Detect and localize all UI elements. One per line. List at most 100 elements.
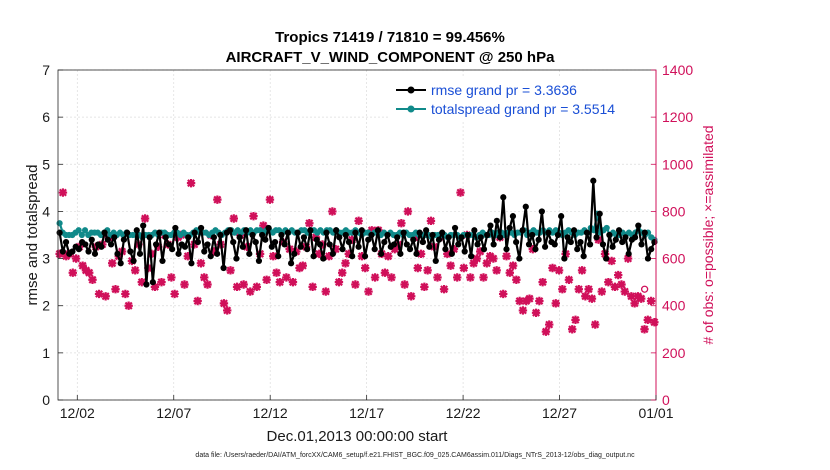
rmse-point [169,246,176,253]
rmse-point [410,236,417,243]
rmse-point [419,238,427,246]
assimilated-point [587,294,597,303]
rmse-point [342,231,349,239]
rmse-point [210,234,218,241]
rmse-point [175,250,182,257]
rmse-point [400,229,407,236]
rmse-point [625,250,632,257]
assimilated-point [88,275,97,284]
assimilated-point [482,259,491,268]
assimilated-point [324,252,334,261]
rmse-point [461,248,468,255]
assimilated-point [357,252,367,261]
y-tick-label: 3 [42,251,50,267]
assimilated-point [604,277,613,287]
assimilated-point [193,296,202,306]
assimilated-point [91,242,100,251]
assimilated-point [252,282,261,292]
assimilated-point [535,296,544,306]
rmse-point [345,238,353,246]
assimilated-point [308,282,317,292]
rmse-point [349,253,356,260]
assimilated-point [78,261,87,270]
assimilated-point [154,242,163,251]
x-axis-label: Dec.01,2013 00:00:00 start [267,428,449,445]
rmse-point [455,241,462,248]
y2-tick-label: 400 [662,298,686,314]
x-tick-label: 12/12 [253,405,288,421]
assimilated-point [124,301,133,310]
rmse-point [265,224,272,232]
assimilated-point [370,273,380,282]
assimilated-point [499,289,508,299]
assimilated-point [627,292,636,301]
y-tick-label: 2 [42,298,50,314]
assimilated-point [387,273,396,282]
assimilated-point [269,252,278,261]
rmse-point [268,243,275,250]
rmse-point [172,224,179,232]
chart-title: Tropics 71419 / 71810 = 99.456% [275,29,505,46]
rmse-point [62,238,70,246]
rmse-point [336,234,343,241]
assimilated-point [403,207,413,216]
rmse-point [307,227,314,234]
assimilated-point [111,285,120,294]
possible-series [640,285,649,293]
assimilated-point [180,280,189,289]
assimilated-point [209,247,219,256]
rmse-point [371,246,378,253]
rmse-point [255,257,263,265]
assimilated-point [131,266,140,275]
rmse-point [259,231,266,239]
rmse-point [323,229,330,236]
assimilated-point [321,287,330,296]
legend-box [390,76,650,120]
rmse-point [484,231,491,239]
assimilated-point [525,294,534,303]
rmse-point [551,241,558,248]
rmse-point [426,243,433,250]
assimilated-point [265,195,275,204]
assimilated-point [531,308,541,317]
rmse-point [522,203,529,210]
assimilated-point [183,252,192,261]
chart-subtitle: AIRCRAFT_V_WIND_COMPONENT @ 250 hPa [226,49,556,66]
rmse-point [615,227,623,234]
rmse-point [275,253,282,260]
rmse-point [313,236,320,243]
rmse-point [439,229,446,236]
rmse-point [352,229,359,236]
rmse-point [525,241,533,248]
rmse-point [304,246,311,253]
rmse-point [271,238,279,246]
rmse-point [448,250,455,257]
assimilated-point [58,188,68,197]
possible-point [640,285,649,293]
rmse-point [487,222,494,229]
rmse-point [107,241,115,248]
y2-tick-label: 0 [662,392,670,408]
assimilated-point [643,315,652,325]
rmse-point [300,234,308,241]
rmse-point [329,250,336,257]
x-tick-label: 01/01 [638,405,673,421]
rmse-point [574,246,581,253]
assimilated-point [459,263,468,273]
rmse-point [384,231,391,239]
rmse-point [432,257,439,265]
rmse-point [532,246,539,253]
rmse-point [622,234,629,241]
y2-tick-label: 1000 [662,156,693,172]
assimilated-point [614,270,623,280]
x-tick-label: 12/07 [156,405,191,421]
rmse-point [506,224,513,232]
y2-axis-ticks: 0 200 400 600 800 1000 1200 1400 [651,62,693,408]
rmse-point [149,279,156,286]
assimilated-point [456,188,465,197]
rmse-point [120,236,128,243]
rmse-point [500,194,507,201]
assimilated-point [203,280,212,289]
assimilated-point [140,214,150,223]
rmse-point [416,229,423,236]
